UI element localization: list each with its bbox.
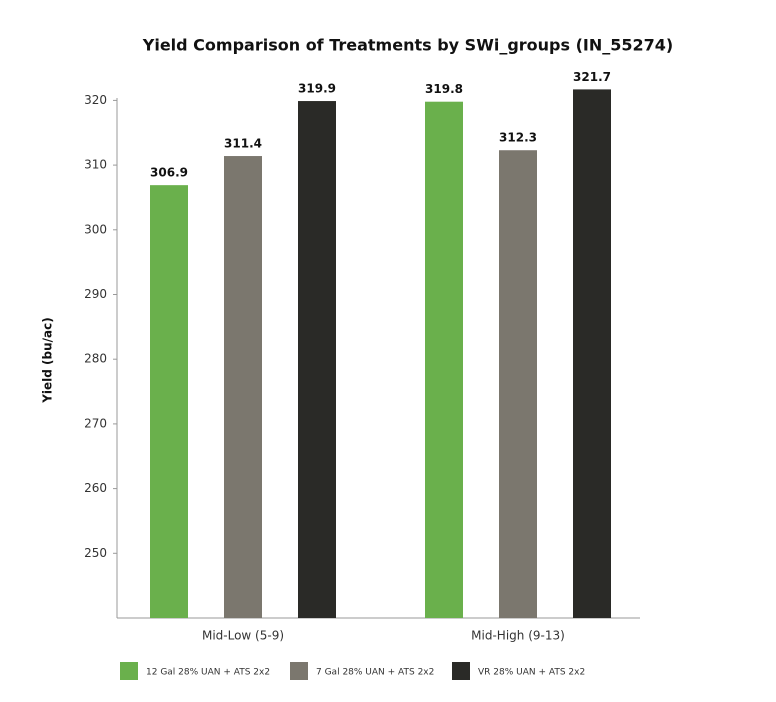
bar [499,150,537,618]
legend-swatch [290,662,308,680]
legend-swatch [452,662,470,680]
legend-swatch [120,662,138,680]
y-tick-label: 270 [84,416,107,430]
y-axis-label: Yield (bu/ac) [41,317,55,404]
value-label: 321.7 [573,70,611,84]
y-tick-label: 290 [84,287,107,301]
legend-label: 12 Gal 28% UAN + ATS 2x2 [146,668,270,678]
bar [150,185,188,619]
y-tick-label: 280 [84,352,107,366]
x-tick-label: Mid-High (9-13) [471,629,565,643]
bar [573,89,611,618]
bar [298,101,336,618]
value-label: 319.9 [298,82,336,96]
y-tick-label: 250 [84,546,107,560]
value-label: 306.9 [150,166,188,180]
legend-label: 7 Gal 28% UAN + ATS 2x2 [316,668,434,678]
bar [224,156,262,619]
value-label: 319.8 [425,82,463,96]
value-label: 312.3 [499,131,537,145]
x-tick-label: Mid-Low (5-9) [202,629,284,643]
y-tick-label: 310 [84,158,107,172]
bar [425,101,463,619]
y-tick-label: 320 [84,93,107,107]
chart-title: Yield Comparison of Treatments by SWi_gr… [142,36,673,55]
value-label: 311.4 [224,137,262,151]
y-tick-label: 260 [84,481,107,495]
y-tick-label: 300 [84,222,107,236]
legend-label: VR 28% UAN + ATS 2x2 [478,668,585,678]
